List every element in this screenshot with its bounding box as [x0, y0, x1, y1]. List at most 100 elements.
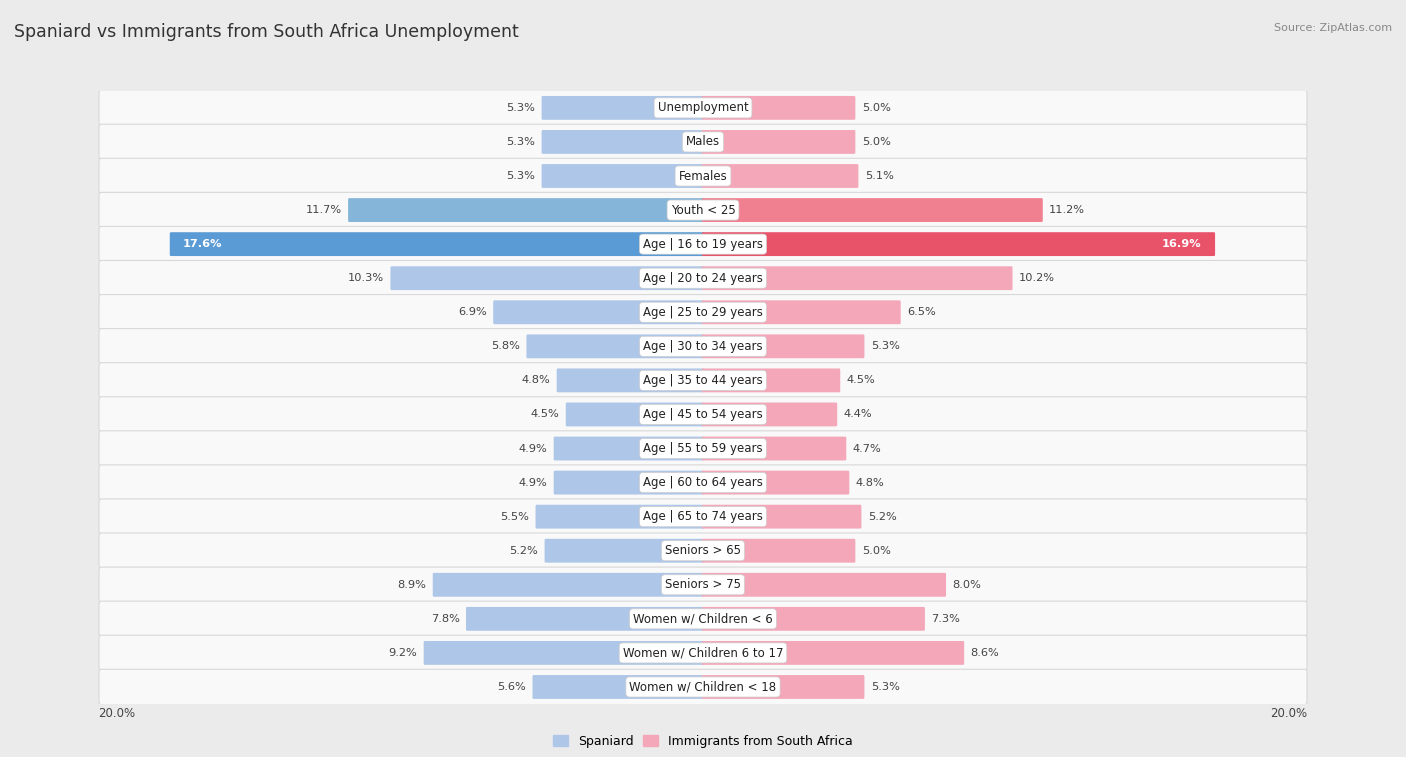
FancyBboxPatch shape	[170, 232, 704, 256]
FancyBboxPatch shape	[465, 607, 704, 631]
Text: Age | 45 to 54 years: Age | 45 to 54 years	[643, 408, 763, 421]
FancyBboxPatch shape	[494, 301, 704, 324]
FancyBboxPatch shape	[702, 164, 859, 188]
FancyBboxPatch shape	[98, 465, 1308, 500]
Text: 5.0%: 5.0%	[862, 103, 890, 113]
Text: 5.2%: 5.2%	[868, 512, 897, 522]
Text: 5.3%: 5.3%	[506, 171, 536, 181]
Text: Women w/ Children < 18: Women w/ Children < 18	[630, 681, 776, 693]
FancyBboxPatch shape	[702, 232, 1215, 256]
Legend: Spaniard, Immigrants from South Africa: Spaniard, Immigrants from South Africa	[548, 730, 858, 753]
Text: Women w/ Children 6 to 17: Women w/ Children 6 to 17	[623, 646, 783, 659]
Text: 8.6%: 8.6%	[970, 648, 1000, 658]
Text: 9.2%: 9.2%	[388, 648, 418, 658]
FancyBboxPatch shape	[702, 505, 862, 528]
Text: Youth < 25: Youth < 25	[671, 204, 735, 217]
Text: Unemployment: Unemployment	[658, 101, 748, 114]
FancyBboxPatch shape	[533, 675, 704, 699]
Text: Males: Males	[686, 136, 720, 148]
Text: Spaniard vs Immigrants from South Africa Unemployment: Spaniard vs Immigrants from South Africa…	[14, 23, 519, 41]
Text: 10.2%: 10.2%	[1019, 273, 1054, 283]
FancyBboxPatch shape	[544, 539, 704, 562]
FancyBboxPatch shape	[98, 260, 1308, 296]
Text: 11.7%: 11.7%	[305, 205, 342, 215]
Text: 7.8%: 7.8%	[430, 614, 460, 624]
FancyBboxPatch shape	[98, 601, 1308, 637]
FancyBboxPatch shape	[98, 499, 1308, 534]
Text: 5.5%: 5.5%	[501, 512, 529, 522]
FancyBboxPatch shape	[98, 669, 1308, 705]
FancyBboxPatch shape	[98, 226, 1308, 262]
Text: Age | 20 to 24 years: Age | 20 to 24 years	[643, 272, 763, 285]
Text: 4.5%: 4.5%	[530, 410, 560, 419]
FancyBboxPatch shape	[423, 641, 704, 665]
FancyBboxPatch shape	[98, 329, 1308, 364]
Text: 4.7%: 4.7%	[852, 444, 882, 453]
Text: 10.3%: 10.3%	[347, 273, 384, 283]
Text: 4.9%: 4.9%	[519, 478, 547, 488]
Text: 11.2%: 11.2%	[1049, 205, 1085, 215]
FancyBboxPatch shape	[702, 369, 841, 392]
FancyBboxPatch shape	[98, 90, 1308, 126]
FancyBboxPatch shape	[98, 397, 1308, 432]
FancyBboxPatch shape	[702, 437, 846, 460]
FancyBboxPatch shape	[702, 335, 865, 358]
Text: Females: Females	[679, 170, 727, 182]
Text: 5.3%: 5.3%	[506, 137, 536, 147]
FancyBboxPatch shape	[541, 164, 704, 188]
Text: 4.8%: 4.8%	[856, 478, 884, 488]
Text: Age | 65 to 74 years: Age | 65 to 74 years	[643, 510, 763, 523]
Text: 5.3%: 5.3%	[506, 103, 536, 113]
Text: Age | 25 to 29 years: Age | 25 to 29 years	[643, 306, 763, 319]
Text: 5.3%: 5.3%	[870, 341, 900, 351]
FancyBboxPatch shape	[702, 471, 849, 494]
Text: Women w/ Children < 6: Women w/ Children < 6	[633, 612, 773, 625]
FancyBboxPatch shape	[702, 573, 946, 597]
FancyBboxPatch shape	[702, 96, 855, 120]
Text: Source: ZipAtlas.com: Source: ZipAtlas.com	[1274, 23, 1392, 33]
Text: 6.9%: 6.9%	[458, 307, 486, 317]
Text: 4.4%: 4.4%	[844, 410, 872, 419]
Text: 20.0%: 20.0%	[98, 707, 135, 720]
Text: 8.9%: 8.9%	[398, 580, 426, 590]
FancyBboxPatch shape	[565, 403, 704, 426]
Text: 8.0%: 8.0%	[952, 580, 981, 590]
FancyBboxPatch shape	[702, 198, 1043, 222]
FancyBboxPatch shape	[98, 192, 1308, 228]
FancyBboxPatch shape	[98, 635, 1308, 671]
FancyBboxPatch shape	[702, 130, 855, 154]
FancyBboxPatch shape	[98, 363, 1308, 398]
Text: Age | 55 to 59 years: Age | 55 to 59 years	[643, 442, 763, 455]
Text: 16.9%: 16.9%	[1163, 239, 1202, 249]
FancyBboxPatch shape	[554, 471, 704, 494]
FancyBboxPatch shape	[391, 266, 704, 290]
Text: 4.5%: 4.5%	[846, 375, 876, 385]
Text: 5.1%: 5.1%	[865, 171, 894, 181]
FancyBboxPatch shape	[554, 437, 704, 460]
Text: 17.6%: 17.6%	[183, 239, 222, 249]
FancyBboxPatch shape	[349, 198, 704, 222]
FancyBboxPatch shape	[526, 335, 704, 358]
FancyBboxPatch shape	[536, 505, 704, 528]
Text: 20.0%: 20.0%	[1271, 707, 1308, 720]
FancyBboxPatch shape	[98, 294, 1308, 330]
Text: 6.5%: 6.5%	[907, 307, 936, 317]
FancyBboxPatch shape	[702, 266, 1012, 290]
FancyBboxPatch shape	[541, 130, 704, 154]
FancyBboxPatch shape	[541, 96, 704, 120]
Text: 5.6%: 5.6%	[498, 682, 526, 692]
FancyBboxPatch shape	[433, 573, 704, 597]
Text: 5.0%: 5.0%	[862, 546, 890, 556]
Text: 5.2%: 5.2%	[509, 546, 538, 556]
FancyBboxPatch shape	[98, 431, 1308, 466]
Text: 5.0%: 5.0%	[862, 137, 890, 147]
Text: 7.3%: 7.3%	[931, 614, 960, 624]
FancyBboxPatch shape	[702, 403, 837, 426]
Text: 5.3%: 5.3%	[870, 682, 900, 692]
FancyBboxPatch shape	[702, 301, 901, 324]
Text: 4.8%: 4.8%	[522, 375, 550, 385]
FancyBboxPatch shape	[98, 158, 1308, 194]
Text: Age | 30 to 34 years: Age | 30 to 34 years	[643, 340, 763, 353]
FancyBboxPatch shape	[702, 675, 865, 699]
FancyBboxPatch shape	[702, 641, 965, 665]
